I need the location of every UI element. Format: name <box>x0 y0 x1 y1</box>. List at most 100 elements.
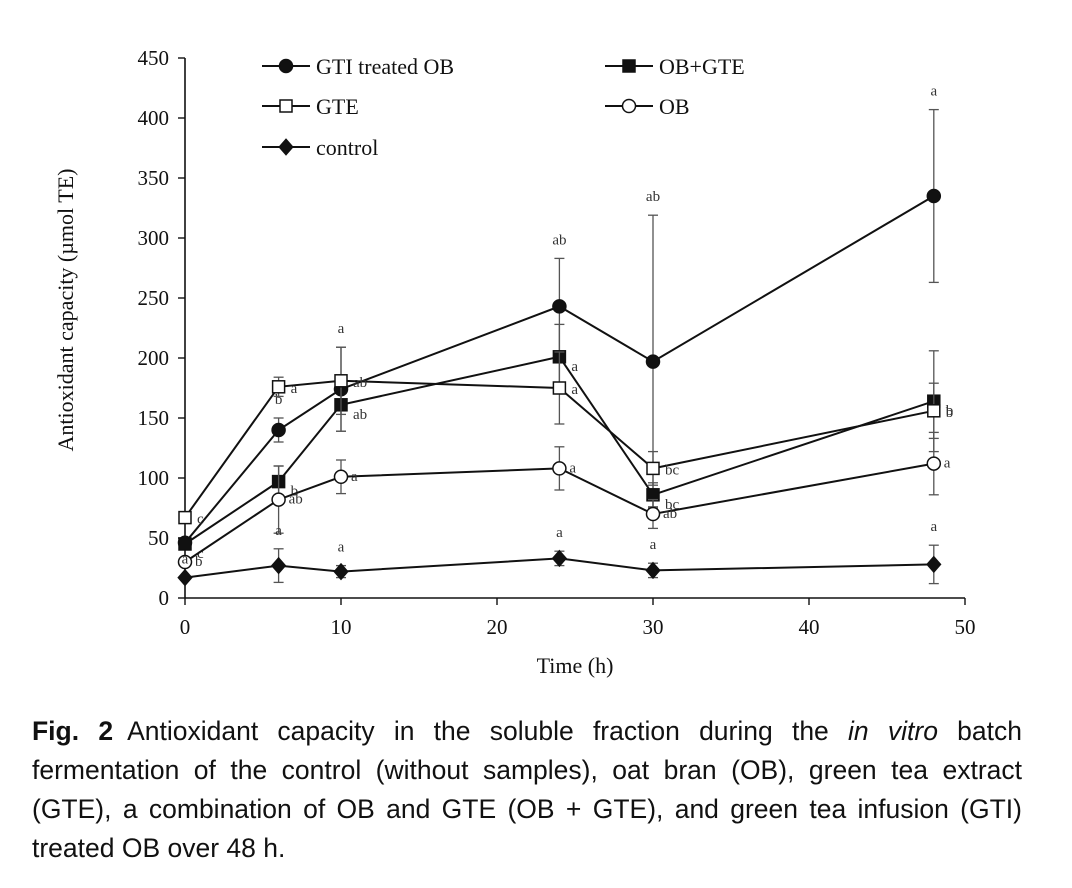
significance-label: a <box>291 381 298 397</box>
legend-label: GTE <box>316 94 359 119</box>
data-point <box>333 469 349 485</box>
data-point <box>645 354 661 369</box>
data-point <box>334 374 348 388</box>
legend-label: GTI treated OB <box>316 54 454 79</box>
significance-label: b <box>946 405 954 421</box>
x-tick-label: 10 <box>331 615 352 639</box>
axes: 0 50 100 150 200 250 300 350 400 450 0 10 20 30 40 50 <box>138 46 976 639</box>
caption-italic: in vitro <box>848 716 938 746</box>
data-point <box>333 562 349 581</box>
significance-label: c <box>197 512 204 528</box>
data-point <box>270 556 287 575</box>
series-line <box>184 557 934 579</box>
significance-label: ab <box>646 189 660 205</box>
series-line <box>184 462 934 563</box>
significance-label: a <box>338 321 345 337</box>
significance-label: a <box>571 359 578 375</box>
x-tick-label: 20 <box>487 615 508 639</box>
data-point <box>926 188 942 204</box>
y-tick-label: 400 <box>138 106 170 130</box>
caption-text-before: Antioxidant capacity in the soluble frac… <box>127 716 849 746</box>
significance-label: ab <box>663 506 677 522</box>
data-point <box>552 461 567 476</box>
significance-label: a <box>351 469 358 485</box>
y-tick-label: 300 <box>138 226 170 250</box>
y-tick-label: 150 <box>138 406 170 430</box>
data-point <box>177 554 193 570</box>
significance-label: b <box>275 392 283 408</box>
legend-item: GTE <box>262 94 359 119</box>
data-point <box>552 299 567 314</box>
significance-label: ab <box>353 407 367 423</box>
significance-label: a <box>930 84 937 100</box>
figure-caption: Fig. 2 Antioxidant capacity in the solubl… <box>32 712 1022 868</box>
significance-label: a <box>338 540 345 556</box>
x-tick-label: 30 <box>643 615 664 639</box>
legend: GTI treated OB OB+GTE GTE OB control <box>262 54 745 160</box>
series-line <box>184 355 935 545</box>
data-point <box>645 506 661 522</box>
significance-label: ab <box>353 375 367 391</box>
significance-label: b <box>291 484 299 500</box>
series-line <box>184 379 935 519</box>
legend-label: control <box>316 135 378 160</box>
significance-label: c <box>197 546 204 562</box>
data-point <box>271 422 286 438</box>
legend-item: control <box>262 135 378 160</box>
y-axis-title: Antioxidant capacity (µmol TE) <box>53 169 78 452</box>
data-point <box>178 510 192 525</box>
series-line <box>184 195 935 544</box>
y-tick-label: 450 <box>138 46 170 70</box>
significance-label: ab <box>289 492 303 508</box>
legend-marker <box>621 98 637 114</box>
x-tick-label: 0 <box>180 615 191 639</box>
significance-label: bc <box>665 462 680 478</box>
data-point <box>551 549 568 568</box>
y-tick-label: 350 <box>138 166 170 190</box>
x-axis-title: Time (h) <box>537 653 614 678</box>
antioxidant-capacity-chart: 0 50 100 150 200 250 300 350 400 450 0 10 20 30 40 50 b… <box>53 46 976 678</box>
significance-label: a <box>182 552 189 568</box>
data-point <box>926 456 942 471</box>
legend-item: GTI treated OB <box>262 54 454 79</box>
significance-label: a <box>556 525 563 541</box>
legend-marker <box>622 59 636 73</box>
data-point <box>271 492 286 507</box>
significance-label: a <box>571 382 578 398</box>
data-point <box>177 568 193 587</box>
significance-label: b <box>195 554 203 570</box>
series-control: a a a a a a <box>177 519 942 587</box>
y-tick-label: 200 <box>138 346 170 370</box>
significance-label: a <box>944 456 951 472</box>
x-tick-label: 40 <box>799 615 820 639</box>
figure-number: Fig. 2 <box>32 716 114 746</box>
data-point <box>178 537 192 551</box>
significance-label: a <box>275 523 282 539</box>
legend-marker <box>279 99 293 113</box>
y-tick-label: 50 <box>148 526 169 550</box>
legend-label: OB+GTE <box>659 54 745 79</box>
legend-marker <box>278 138 294 156</box>
legend-item: OB <box>605 94 690 119</box>
y-tick-label: 100 <box>138 466 170 490</box>
significance-label: bc <box>665 497 680 513</box>
data-point <box>552 381 567 395</box>
data-point <box>646 461 660 476</box>
x-tick-label: 50 <box>955 615 976 639</box>
significance-label: a <box>650 537 657 553</box>
data-point <box>926 555 942 574</box>
significance-label: a <box>569 460 576 476</box>
significance-label: a <box>930 519 937 535</box>
y-tick-label: 250 <box>138 286 170 310</box>
legend-item: OB+GTE <box>605 54 745 79</box>
significance-label: b <box>946 403 954 419</box>
legend-label: OB <box>659 94 690 119</box>
data-point <box>645 561 661 580</box>
significance-label: ab <box>552 232 566 248</box>
data-point <box>927 404 941 418</box>
caption-text-after: batch fermentation of the control (witho… <box>32 716 1022 863</box>
